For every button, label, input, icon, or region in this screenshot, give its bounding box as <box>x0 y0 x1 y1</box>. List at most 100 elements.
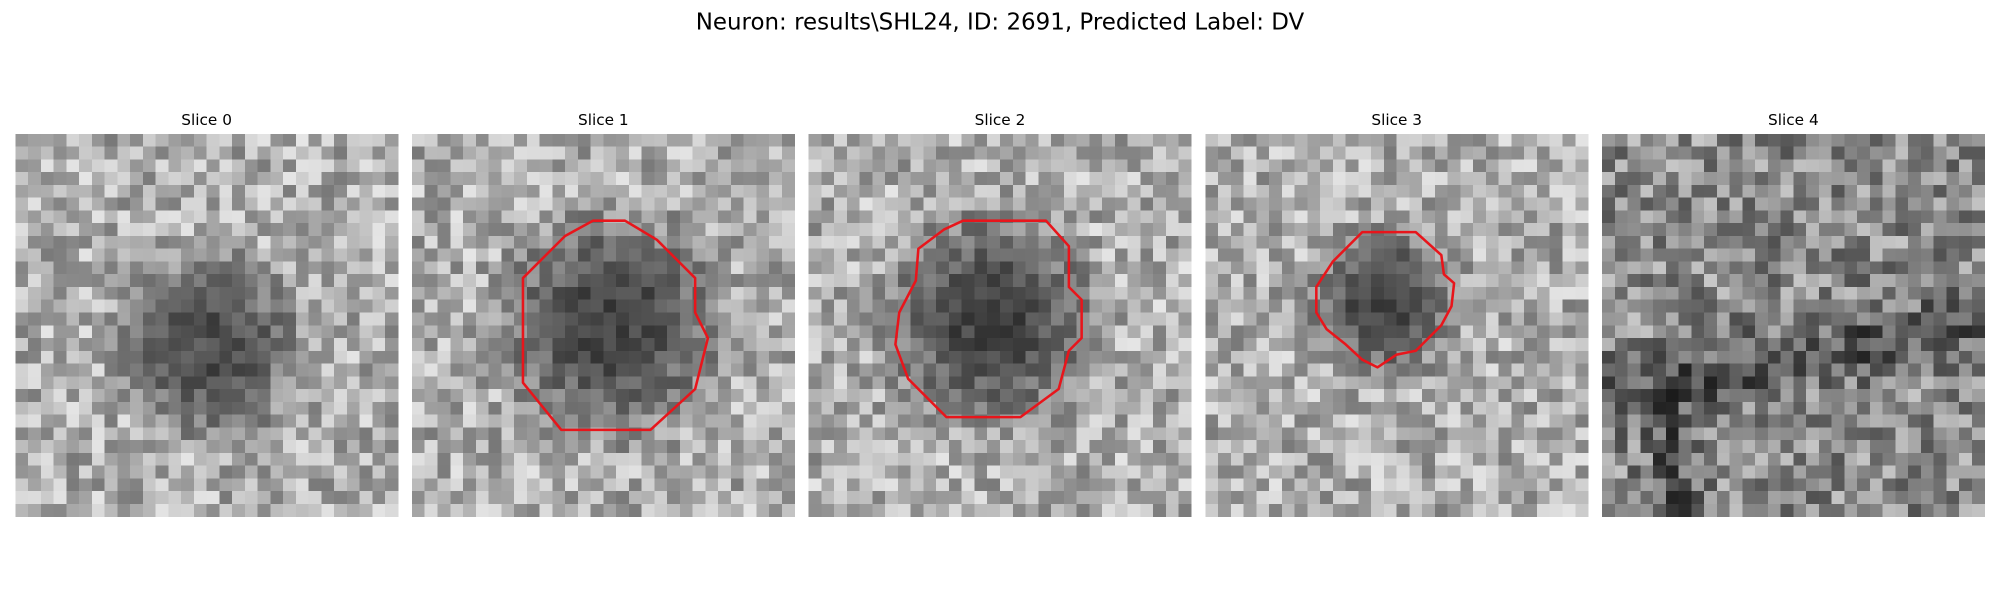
pixel <box>1536 427 1551 441</box>
pixel <box>1294 376 1308 390</box>
pixel <box>1857 248 1871 262</box>
pixel <box>1153 299 1167 313</box>
pixel <box>1844 440 1858 454</box>
pixel <box>641 414 655 428</box>
pixel <box>756 210 770 224</box>
pixel <box>987 235 1001 250</box>
pixel <box>1946 440 1960 454</box>
pixel <box>1243 286 1257 301</box>
pixel <box>1704 248 1718 262</box>
pixel <box>1831 172 1845 186</box>
pixel <box>257 376 271 390</box>
pixel <box>769 491 783 505</box>
pixel <box>1691 210 1705 224</box>
pixel <box>1908 184 1922 199</box>
pixel <box>66 325 80 339</box>
pixel <box>1460 172 1474 186</box>
pixel <box>756 503 770 517</box>
pixel <box>718 325 732 339</box>
pixel <box>1895 299 1909 313</box>
pixel <box>411 325 426 339</box>
pixel <box>1000 197 1014 211</box>
pixel <box>1051 299 1065 313</box>
pixel <box>1332 184 1347 199</box>
pixel <box>206 146 220 160</box>
pixel <box>66 223 80 237</box>
pixel <box>1767 248 1781 262</box>
pixel <box>475 363 489 377</box>
pixel <box>1243 210 1257 224</box>
pixel <box>463 376 477 390</box>
pixel <box>1153 286 1167 301</box>
pixel <box>193 503 208 517</box>
pixel <box>501 338 515 352</box>
pixel <box>590 299 604 313</box>
pixel <box>53 491 67 505</box>
pixel <box>1908 503 1922 517</box>
pixel <box>1562 146 1576 160</box>
pixel <box>1562 491 1576 505</box>
pixel <box>1704 440 1718 454</box>
pixel <box>1908 427 1922 441</box>
pixel <box>283 172 297 186</box>
pixel <box>283 491 297 505</box>
pixel <box>283 465 297 479</box>
pixel <box>1627 159 1641 173</box>
pixel <box>743 478 757 492</box>
pixel <box>79 159 93 173</box>
pixel <box>948 376 963 390</box>
pixel <box>346 286 361 301</box>
pixel <box>923 274 937 288</box>
pixel <box>1908 363 1922 377</box>
pixel <box>1602 478 1616 492</box>
pixel <box>641 159 655 173</box>
pixel <box>321 312 335 326</box>
pixel <box>1780 172 1794 186</box>
pixel <box>1755 503 1769 517</box>
pixel <box>411 491 426 505</box>
pixel <box>1269 248 1283 262</box>
pixel <box>1602 184 1616 199</box>
pixel <box>1218 465 1232 479</box>
pixel <box>40 491 54 505</box>
pixel <box>1691 376 1705 390</box>
pixel <box>295 376 310 390</box>
pixel <box>1549 312 1563 326</box>
pixel <box>1447 172 1461 186</box>
pixel <box>1218 210 1232 224</box>
pixel <box>1243 389 1257 403</box>
pixel <box>1473 503 1487 517</box>
pixel <box>603 440 617 454</box>
pixel <box>1307 401 1321 415</box>
pixel <box>424 389 438 403</box>
pixel <box>987 465 1001 479</box>
pixel <box>334 299 348 313</box>
pixel <box>603 159 617 173</box>
pixel <box>910 414 924 428</box>
pixel <box>1012 478 1026 492</box>
pixel <box>1806 261 1820 275</box>
pixel <box>1345 465 1359 479</box>
pixel <box>526 133 540 148</box>
pixel <box>769 440 783 454</box>
pixel <box>257 338 271 352</box>
pixel <box>463 223 477 237</box>
pixel <box>1869 133 1884 148</box>
pixel <box>1818 133 1833 148</box>
pixel <box>1256 210 1270 224</box>
pixel <box>1908 223 1922 237</box>
pixel <box>1422 465 1436 479</box>
pixel <box>1114 146 1128 160</box>
pixel <box>1780 184 1794 199</box>
pixel <box>1716 414 1730 428</box>
pixel <box>705 452 719 466</box>
pixel <box>667 261 681 275</box>
pixel <box>257 210 271 224</box>
pixel <box>334 503 348 517</box>
pixel <box>872 184 886 199</box>
pixel <box>872 325 886 339</box>
pixel <box>552 146 566 160</box>
pixel <box>718 312 732 326</box>
pixel <box>1614 427 1628 441</box>
pixel <box>1524 235 1538 250</box>
